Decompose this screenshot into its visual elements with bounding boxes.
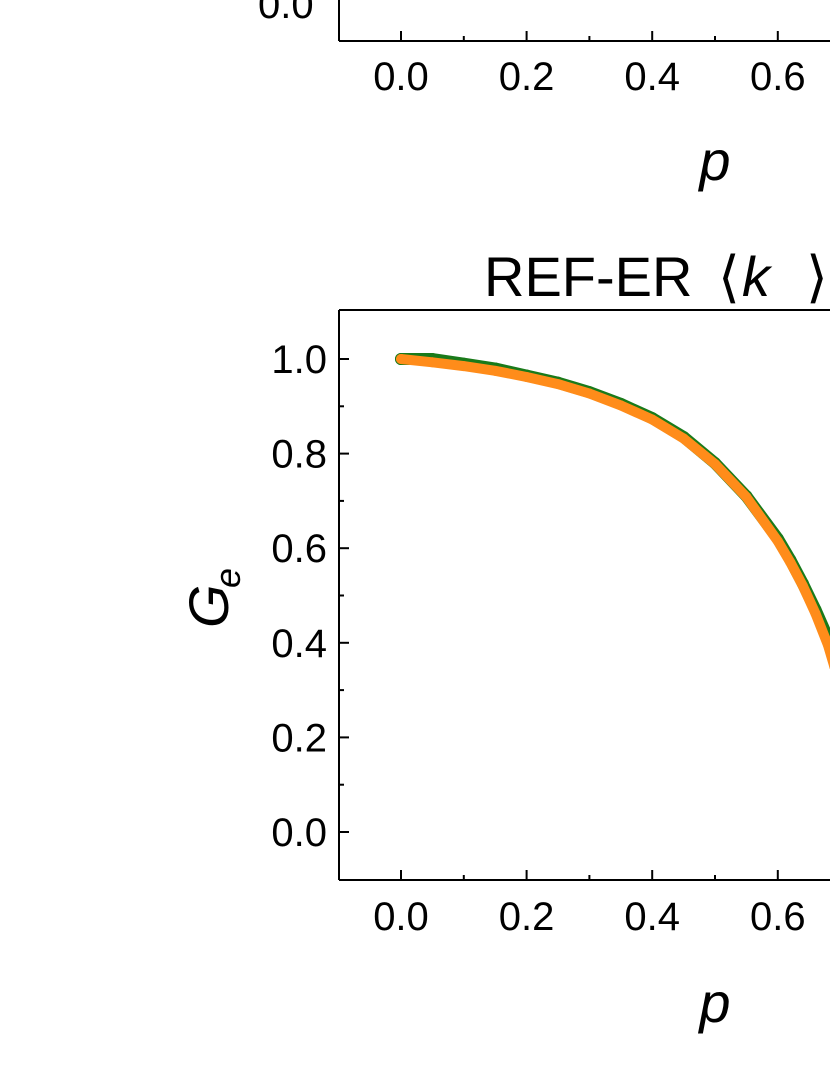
top-x-tick-label: 0.6: [750, 55, 806, 99]
orange-series-point: [785, 557, 796, 568]
bottom-x-tick-label: 0.6: [750, 895, 806, 939]
orange-series-point: [615, 400, 626, 411]
bottom-y-axis-label: G e: [177, 568, 248, 628]
title-bracket-right: ⟩: [806, 245, 828, 308]
top-x-tick-label: 0.4: [624, 55, 680, 99]
y-label-subscript: e: [207, 568, 248, 588]
title-bracket-left: ⟨: [718, 245, 740, 308]
top-x-tick-label: 0.2: [499, 55, 555, 99]
title-variable: k: [742, 245, 773, 308]
bottom-panel: REF-ER ⟨ k ⟩ 0.00.20.40.60.81.0 0.0 0.2 0.…: [177, 245, 830, 1034]
orange-series-point: [521, 371, 532, 382]
bottom-y-tick-label: 0.8: [271, 433, 327, 477]
bottom-x-tick-labels: 0.0 0.2 0.4 0.6: [373, 895, 805, 939]
bottom-x-tick-label: 0.4: [624, 895, 680, 939]
bottom-chart-title: REF-ER ⟨ k ⟩: [484, 245, 828, 308]
bottom-x-tick-label: 0.0: [373, 895, 429, 939]
orange-series-point: [797, 581, 808, 592]
top-x-tick-label: 0.0: [373, 55, 429, 99]
top-x-axis-label: p: [697, 129, 730, 192]
orange-series-point: [810, 608, 821, 619]
bottom-y-tick-label: 1.0: [271, 338, 327, 382]
orange-series-point: [458, 361, 469, 372]
top-x-tick-labels: 0.0 0.2 0.4 0.6: [373, 55, 805, 99]
title-text: REF-ER: [484, 245, 692, 308]
orange-series-point: [584, 388, 595, 399]
orange-series-point: [427, 357, 438, 368]
orange-series-point: [710, 459, 720, 470]
bottom-y-tick-labels: 0.0 0.2 0.4 0.6 0.8 1.0: [271, 338, 327, 855]
top-ytick-label: 0.0: [258, 0, 314, 27]
orange-series-point: [678, 433, 689, 444]
orange-series-point: [490, 365, 501, 376]
orange-series-point: [647, 414, 658, 425]
bottom-y-tick-label: 0.4: [271, 622, 327, 666]
orange-series-point: [823, 640, 830, 651]
orange-series-point: [553, 379, 563, 390]
bottom-y-tick-label: 0.2: [271, 716, 327, 760]
bottom-y-tick-label: 0.6: [271, 527, 327, 571]
top-panel: 0.0 0.0 0.2 0.4 0.6 p: [258, 0, 830, 192]
orange-series-point: [396, 354, 406, 364]
bottom-series: [395, 353, 830, 670]
bottom-x-axis-label: p: [697, 971, 730, 1034]
bottom-ticks: [339, 358, 779, 880]
bottom-y-tick-label: 0.0: [271, 811, 327, 855]
top-axes-frame: [338, 0, 830, 42]
orange-series-point: [772, 536, 783, 547]
bottom-x-tick-label: 0.2: [499, 895, 555, 939]
y-label-main: G: [177, 584, 240, 628]
top-x-ticks: [400, 31, 779, 41]
orange-series-point: [741, 492, 752, 503]
